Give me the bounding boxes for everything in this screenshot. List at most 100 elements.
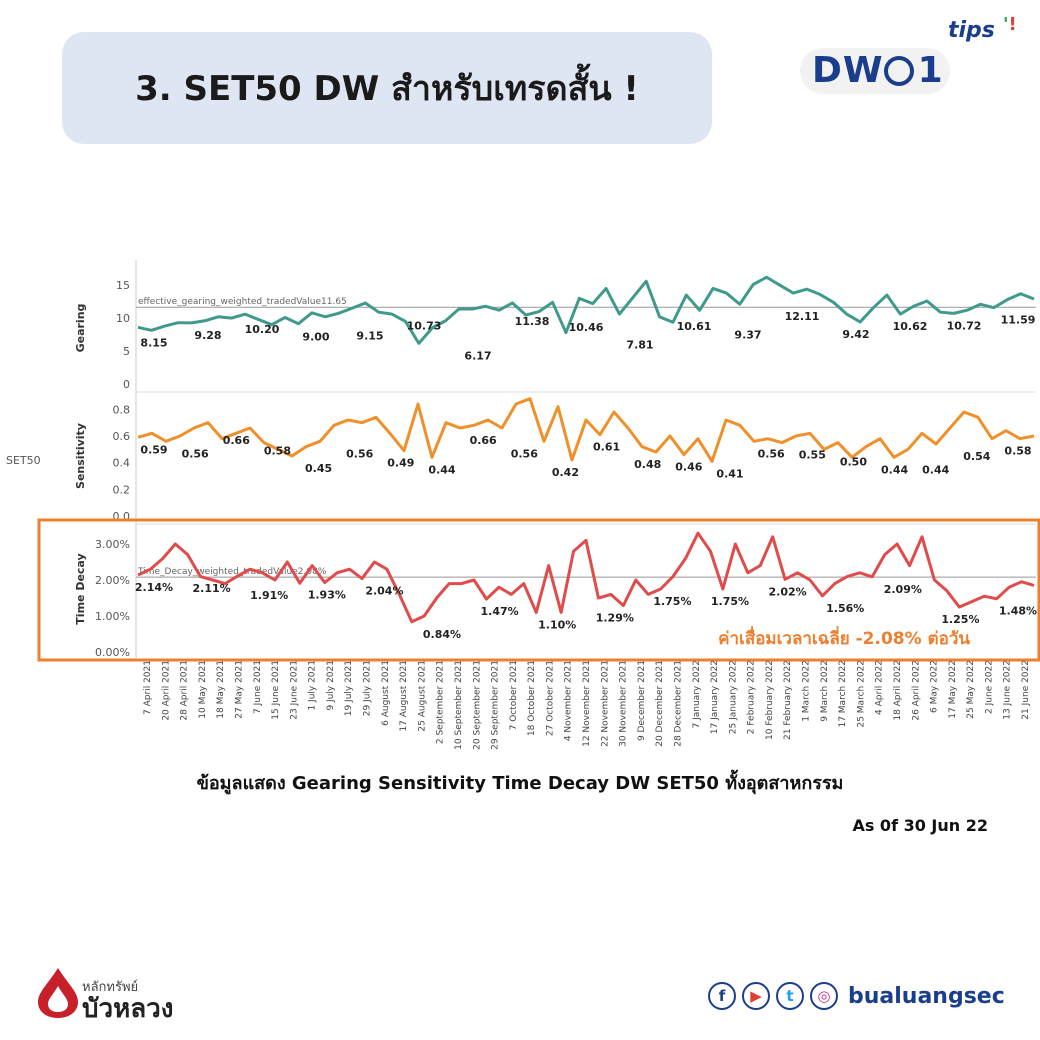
x-tick-label: 20 September 2021 <box>472 660 482 750</box>
y-tick-label: 15 <box>116 279 130 292</box>
data-label: 0.56 <box>182 447 209 460</box>
x-tick-label: 10 February 2022 <box>765 660 775 740</box>
x-tick-label: 7 January 2022 <box>692 660 702 728</box>
data-label: 0.58 <box>264 445 291 458</box>
data-label: 0.44 <box>881 463 908 476</box>
x-tick-label: 18 May 2021 <box>216 660 226 719</box>
data-label: 1.10% <box>538 618 576 631</box>
x-tick-label: 18 April 2022 <box>893 660 903 721</box>
data-label: 0.59 <box>140 443 167 456</box>
tips-logo: tips <box>948 18 995 43</box>
data-label: 11.59 <box>1001 314 1036 327</box>
data-label: 6.17 <box>464 349 491 362</box>
y-tick-label: 5 <box>123 345 130 358</box>
x-tick-label: 25 January 2022 <box>728 660 738 734</box>
data-label: 10.62 <box>893 320 928 333</box>
data-label: 0.45 <box>305 462 332 475</box>
data-label: 9.37 <box>734 328 761 341</box>
as-of-date: As 0f 30 Jun 22 <box>852 816 988 835</box>
x-tick-label: 28 April 2021 <box>180 660 190 721</box>
x-tick-label: 17 March 2022 <box>838 660 848 728</box>
data-label: 10.73 <box>407 319 442 332</box>
social-links: f ▶ t ◎ bualuangsec <box>708 982 1005 1010</box>
data-label: 1.48% <box>999 605 1037 618</box>
data-label: 9.00 <box>302 331 329 344</box>
instagram-icon[interactable]: ◎ <box>810 982 838 1010</box>
y-tick-label: 0.4 <box>113 457 131 470</box>
y-tick-label: 0.2 <box>113 483 131 496</box>
x-tick-label: 4 November 2021 <box>564 660 574 741</box>
data-label: 2.14% <box>135 581 173 594</box>
data-label: 0.48 <box>634 458 661 471</box>
youtube-icon[interactable]: ▶ <box>742 982 770 1010</box>
x-tick-label: 6 August 2021 <box>381 660 391 726</box>
data-label: 0.66 <box>470 434 497 447</box>
y-tick-label: 0 <box>123 378 130 391</box>
title-banner: 3. SET50 DW สำหรับเทรดสั้น ! <box>62 32 712 144</box>
data-label: 2.04% <box>365 585 403 598</box>
x-tick-label: 1 March 2022 <box>802 660 812 722</box>
x-tick-label: 17 January 2022 <box>710 660 720 734</box>
data-label: 10.46 <box>569 321 604 334</box>
series-line-time-decay <box>137 531 1035 624</box>
x-tick-label: 25 May 2022 <box>966 660 976 719</box>
x-tick-label: 20 April 2021 <box>161 660 171 721</box>
chart: SET50 15 10 5 0 Gearing effective_gearing_weig… <box>6 260 1040 750</box>
time-decay-highlight <box>37 518 1040 662</box>
data-label: 1.29% <box>596 612 634 625</box>
data-label: 7.81 <box>626 339 653 352</box>
data-label: 10.72 <box>947 319 982 332</box>
data-label: 1.25% <box>941 613 979 626</box>
data-label: 0.56 <box>346 447 373 460</box>
x-tick-label: 2 June 2022 <box>984 660 994 714</box>
x-tick-label: 10 September 2021 <box>454 660 464 750</box>
x-tick-label: 27 October 2021 <box>545 660 555 736</box>
data-label: 0.56 <box>758 447 785 460</box>
x-tick-label: 18 October 2021 <box>527 660 537 736</box>
x-tick-label: 6 May 2022 <box>930 660 940 713</box>
x-tick-label: 2 September 2021 <box>436 660 446 744</box>
twitter-icon[interactable]: t <box>776 982 804 1010</box>
x-tick-label: 21 February 2022 <box>783 660 793 740</box>
x-tick-label: 25 March 2022 <box>856 660 866 728</box>
y-tick-label: 0.00% <box>95 646 130 659</box>
y-tick-label: 10 <box>116 312 130 325</box>
x-tick-label: 13 June 2022 <box>1003 660 1013 720</box>
bualuang-logo-icon <box>38 968 78 1018</box>
data-label: 1.91% <box>250 589 288 602</box>
x-tick-label: 2 February 2022 <box>747 660 757 734</box>
y-tick-label: 0.8 <box>113 403 131 416</box>
data-label: 0.49 <box>387 457 414 470</box>
data-label: 1.47% <box>481 605 519 618</box>
x-tick-label: 9 July 2021 <box>326 660 336 711</box>
x-tick-label: 25 August 2021 <box>417 660 427 732</box>
data-label: 0.54 <box>963 450 990 463</box>
data-label: 0.58 <box>1004 445 1031 458</box>
y-tick-label: 2.00% <box>95 574 130 587</box>
x-tick-label: 10 May 2021 <box>198 660 208 719</box>
data-label: 0.41 <box>716 467 743 480</box>
data-label: 2.11% <box>193 582 231 595</box>
data-label: 1.75% <box>711 595 749 608</box>
data-label: 0.50 <box>840 455 867 468</box>
reference-label: effective_gearing_weighted_tradedValue11… <box>138 297 347 307</box>
data-label: 0.84% <box>423 628 461 641</box>
data-label: 9.42 <box>842 328 869 341</box>
data-label: 8.15 <box>140 336 167 349</box>
data-label: 0.61 <box>593 441 620 454</box>
x-tick-label: 29 September 2021 <box>491 660 501 750</box>
social-handle[interactable]: bualuangsec <box>848 983 1005 1009</box>
dw-logo: DW 1 <box>812 50 944 91</box>
x-tick-label: 17 August 2021 <box>399 660 409 732</box>
x-tick-label: 23 June 2021 <box>289 660 299 720</box>
facebook-icon[interactable]: f <box>708 982 736 1010</box>
y-axis-label: Time Decay <box>74 553 87 624</box>
x-tick-label: 9 December 2021 <box>637 660 647 741</box>
x-tick-label: 17 May 2022 <box>948 660 958 719</box>
tips-mark-icon: '! <box>1003 14 1017 35</box>
x-tick-label: 19 July 2021 <box>344 660 354 716</box>
data-label: 9.15 <box>356 330 383 343</box>
logo-text: บัวหลวง <box>82 994 174 1024</box>
dw-badge <box>800 48 950 94</box>
series-line-gearing <box>137 275 1035 345</box>
